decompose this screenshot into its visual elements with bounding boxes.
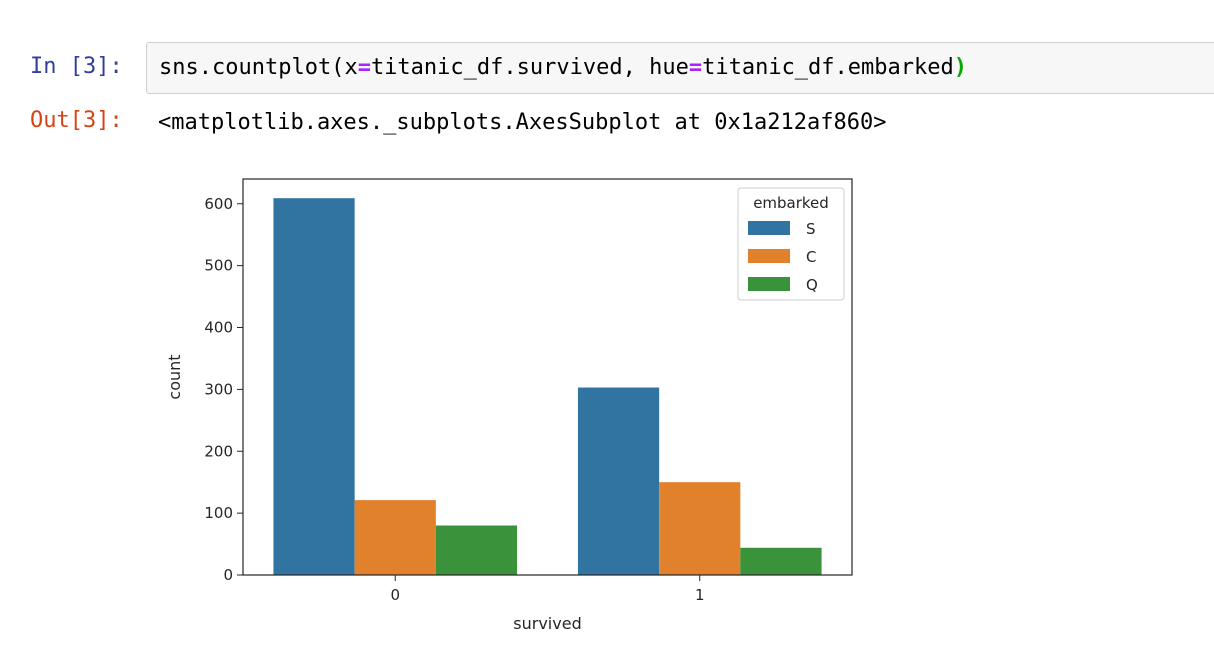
- legend-box: [737, 187, 845, 301]
- legend-label-C: C: [806, 248, 816, 266]
- axes-frame: [242, 178, 853, 576]
- code-kwarg-x: x: [344, 55, 358, 80]
- legend-swatch-S: [748, 221, 790, 235]
- x-tick-label: 0: [390, 586, 400, 604]
- code-close-paren: ): [953, 55, 968, 80]
- code-equals-operator: =: [688, 55, 703, 80]
- bar-Q-0: [435, 525, 518, 575]
- y-tick-label: 200: [204, 442, 233, 460]
- countplot-chart: 0 100 200 300 400 500 600 0 1 survived count embark…: [165, 178, 853, 633]
- bar-C-0: [354, 500, 436, 575]
- code-line[interactable]: sns.countplot(x=titanic_df.survived, hue…: [159, 55, 967, 80]
- code-call: sns.countplot(: [159, 55, 345, 80]
- code-input-area[interactable]: sns.countplot(x=titanic_df.survived, hue…: [146, 42, 1214, 94]
- code-kwarg-hue: hue: [649, 55, 689, 80]
- bar-C-1: [659, 482, 741, 575]
- legend-swatch-Q: [748, 277, 790, 291]
- bar-Q-1: [740, 547, 822, 575]
- output-text: <matplotlib.axes._subplots.AxesSubplot a…: [158, 110, 887, 135]
- code-arg-survived: titanic_df.survived,: [370, 55, 650, 80]
- y-axis-label: count: [165, 354, 184, 399]
- y-tick-label: 500: [204, 257, 233, 275]
- code-arg-embarked: titanic_df.embarked: [702, 55, 954, 80]
- input-prompt: In [3]:: [30, 54, 123, 79]
- bar-S-1: [577, 387, 660, 575]
- y-tick-label: 300: [204, 380, 233, 398]
- code-equals-operator: =: [357, 55, 371, 80]
- bar-S-0: [273, 198, 355, 575]
- y-tick-label: 0: [223, 566, 233, 584]
- legend-label-S: S: [806, 220, 816, 238]
- legend-swatch-C: [748, 249, 790, 263]
- y-tick-label: 100: [204, 504, 233, 522]
- y-tick-label: 400: [204, 319, 233, 337]
- legend-title: embarked: [753, 194, 829, 212]
- output-prompt: Out[3]:: [30, 108, 123, 133]
- legend-label-Q: Q: [806, 276, 818, 294]
- x-axis-label: survived: [513, 614, 581, 633]
- x-tick-label: 1: [695, 586, 705, 604]
- y-tick-label: 600: [204, 195, 233, 213]
